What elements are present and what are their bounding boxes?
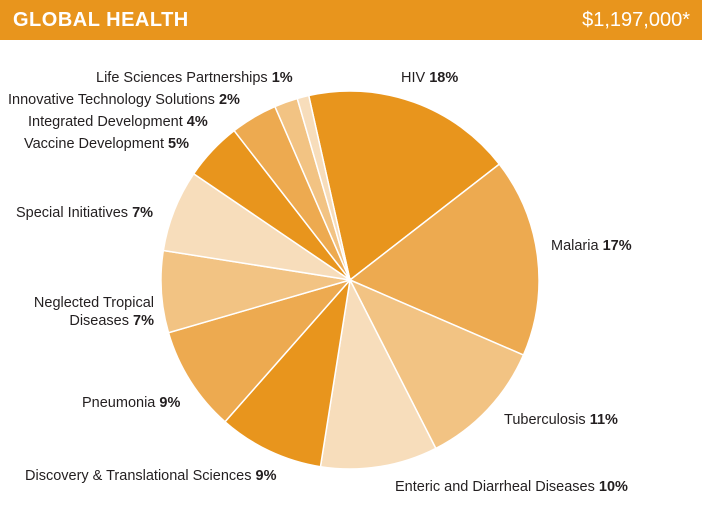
slice-label-neglected-tropical: Neglected Tropical Diseases 7% (33, 295, 154, 329)
slice-label-innovative-technology: Innovative Technology Solutions 2% (8, 92, 240, 108)
chart-header: GLOBAL HEALTH $1,197,000* (0, 0, 702, 40)
pie-slice-tuberculosis (348, 278, 525, 450)
chart-title: GLOBAL HEALTH (13, 9, 189, 31)
slice-label-integrated-development: Integrated Development 4% (28, 114, 208, 130)
slice-label-tuberculosis: Tuberculosis 11% (504, 412, 618, 428)
slice-label-special-initiatives: Special Initiatives 7% (16, 205, 154, 221)
slice-label-enteric: Enteric and Diarrheal Diseases 10% (395, 479, 628, 495)
slice-label-discovery: Discovery & Translational Sciences 9% (25, 468, 277, 484)
slice-label-hiv: HIV 18% (401, 70, 459, 86)
pie-slice-hiv (307, 90, 501, 282)
pie-slice-malaria (348, 163, 540, 357)
slice-label-vaccine-development: Vaccine Development 5% (24, 136, 189, 152)
slice-label-malaria: Malaria 17% (551, 238, 632, 254)
pie-slice-enteric-and-diarrheal-diseases (319, 277, 437, 470)
pie-slice-pneumonia (167, 278, 353, 423)
chart-total: $1,197,000* (582, 9, 690, 31)
slice-label-pneumonia: Pneumonia 9% (82, 395, 181, 411)
pie-slice-discovery-translational-sciences (223, 277, 352, 468)
pie-chart (160, 90, 540, 470)
pie-slice-life-sciences-partnerships (296, 94, 351, 281)
slice-label-life-sciences: Life Sciences Partnerships 1% (96, 70, 293, 86)
